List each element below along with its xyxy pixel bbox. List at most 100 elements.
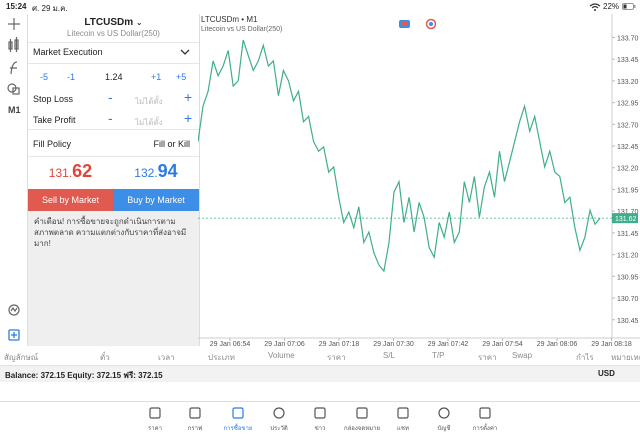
bid-label: 131.62: [615, 216, 637, 223]
bid-tail: 62: [72, 161, 93, 181]
nav-icon-shape: [189, 407, 201, 419]
column-header: T/P: [432, 351, 445, 360]
left-toolbar: [7, 18, 20, 341]
nav-label: ประวัติ: [270, 426, 288, 432]
bid-price: 131.62: [28, 161, 113, 182]
nav-icon-shape: [149, 407, 161, 419]
fill-policy-row[interactable]: Fill Policy Fill or Kill: [28, 129, 199, 157]
nav-item[interactable]: การตั้งค่า: [460, 407, 510, 433]
balance-text: Balance: 372.15 Equity: 372.15 ฟรี: 372.…: [5, 371, 163, 380]
warning-area: คำเตือน! การซื้อขายจะถูกดำเนินการตามสภาพ…: [28, 211, 199, 346]
ask-price: 132.94: [113, 161, 199, 182]
nav-icon-shape: [479, 407, 491, 419]
nav-label: บัญชี: [437, 426, 451, 432]
x-tick-label: 29 Jan 06:54: [210, 341, 251, 346]
chart-title: LTCUSDm • M1: [201, 15, 258, 24]
nav-icon-shape: [397, 407, 409, 419]
nav-icon-shape: [356, 407, 368, 419]
nav-item[interactable]: ราคา: [130, 407, 180, 433]
volume-step[interactable]: -1: [67, 72, 76, 82]
column-header: ราคา: [478, 353, 497, 362]
bid-label-bg: [612, 213, 638, 224]
nav-icon-shape: [273, 407, 285, 419]
timeframe-button[interactable]: M1: [8, 105, 21, 115]
nav-item[interactable]: บัญชี: [419, 407, 469, 433]
nav-label: แชท: [397, 426, 409, 432]
stop-loss-label: Stop Loss: [33, 94, 74, 104]
y-tick-label: 130.70: [617, 296, 639, 303]
nav-label: การตั้งค่า: [472, 426, 498, 432]
x-tick-label: 29 Jan 07:30: [373, 341, 414, 346]
alerts-tool[interactable]: [8, 304, 20, 316]
column-header: Volume: [268, 351, 295, 360]
minus-button[interactable]: -: [108, 89, 113, 105]
x-tick-label: 29 Jan 07:06: [264, 341, 305, 346]
status-battery: 22%: [603, 2, 620, 11]
plus-button[interactable]: +: [184, 110, 193, 126]
nav-label: กล่องจดหมาย: [343, 426, 381, 432]
column-header: ประเภท: [208, 353, 235, 362]
x-tick-label: 29 Jan 07:42: [428, 341, 469, 346]
nav-item[interactable]: ประวัติ: [254, 407, 304, 433]
y-tick-label: 131.70: [617, 209, 639, 216]
nav-icon: [314, 407, 326, 419]
balance-row: Balance: 372.15 Equity: 372.15 ฟรี: 372.…: [0, 366, 640, 382]
column-header: หมายเหตุ: [611, 353, 640, 362]
nav-item[interactable]: กล่องจดหมาย: [337, 407, 387, 433]
balance-currency: USD: [598, 369, 615, 378]
nav-icon: [232, 407, 244, 419]
function-tool[interactable]: [10, 61, 18, 75]
chevron: [180, 49, 190, 55]
sell-button[interactable]: Sell by Market: [28, 189, 113, 211]
nav-icon-shape: [314, 407, 326, 419]
ask-head: 132.: [134, 166, 158, 180]
x-tick-label: 29 Jan 07:54: [482, 341, 523, 346]
minus-button[interactable]: -: [108, 110, 113, 126]
y-tick-label: 131.45: [617, 231, 639, 238]
volume-step[interactable]: +5: [176, 72, 187, 82]
nav-item[interactable]: กราฟ: [170, 407, 220, 433]
bid-head: 131.: [48, 166, 73, 180]
chart-subtitle: Litecoin vs US Dollar(250): [201, 26, 282, 33]
nav-item[interactable]: การซื้อขาย: [213, 407, 263, 433]
nav-icon-shape: [232, 407, 244, 419]
ask-tail: 94: [157, 161, 178, 181]
nav-icon-shape: [438, 407, 450, 419]
x-tick-label: 29 Jan 08:18: [591, 341, 632, 346]
nav-item[interactable]: ข่าว: [295, 407, 345, 433]
warning-text: คำเตือน! การซื้อขายจะถูกดำเนินการตามสภาพ…: [34, 217, 187, 248]
symbol-header[interactable]: LTCUSDm ⌄ Litecoin vs US Dollar(250): [28, 14, 199, 43]
nav-label: ข่าว: [314, 426, 326, 432]
plus-button[interactable]: +: [184, 89, 193, 105]
objects-tool[interactable]: [7, 83, 20, 95]
nav-item[interactable]: แชท: [378, 407, 428, 433]
nav-label: ราคา: [148, 426, 162, 432]
indicator-tool[interactable]: [8, 37, 19, 52]
volume-step[interactable]: -5: [40, 72, 49, 82]
y-tick-label: 132.20: [617, 166, 639, 173]
column-header: ราคา: [327, 353, 346, 362]
new-order-tool[interactable]: [8, 329, 20, 341]
status-time: 15:24: [6, 2, 27, 11]
y-tick-label: 132.70: [617, 122, 639, 129]
nav-icon: [356, 407, 368, 419]
nav-icon: [189, 407, 201, 419]
nav-icon: [149, 407, 161, 419]
y-tick-label: 130.95: [617, 274, 639, 281]
execution-select[interactable]: Market Execution: [28, 42, 199, 64]
nav-label: การซื้อขาย: [223, 426, 253, 432]
take-profit-input[interactable]: ไม่ได้ตั้ง: [135, 118, 163, 127]
buy-button[interactable]: Buy by Market: [113, 189, 199, 211]
y-tick-label: 130.45: [617, 318, 639, 325]
price-chart: LTCUSDm • M1 Litecoin vs US Dollar(250) …: [198, 14, 640, 346]
status-date: ศ. 29 ม.ค.: [32, 4, 68, 13]
one-click-icon[interactable]: [399, 20, 410, 28]
chart-icon[interactable]: [425, 18, 437, 30]
volume-step[interactable]: +1: [151, 72, 162, 82]
nav-icon: [438, 407, 450, 419]
x-tick-label: 29 Jan 08:06: [537, 341, 578, 346]
crosshair-tool[interactable]: [8, 18, 20, 30]
symbol-name: LTCUSDm: [84, 17, 134, 28]
stop-loss-input[interactable]: ไม่ได้ตั้ง: [135, 97, 163, 106]
volume-value[interactable]: 1.24: [105, 72, 123, 82]
